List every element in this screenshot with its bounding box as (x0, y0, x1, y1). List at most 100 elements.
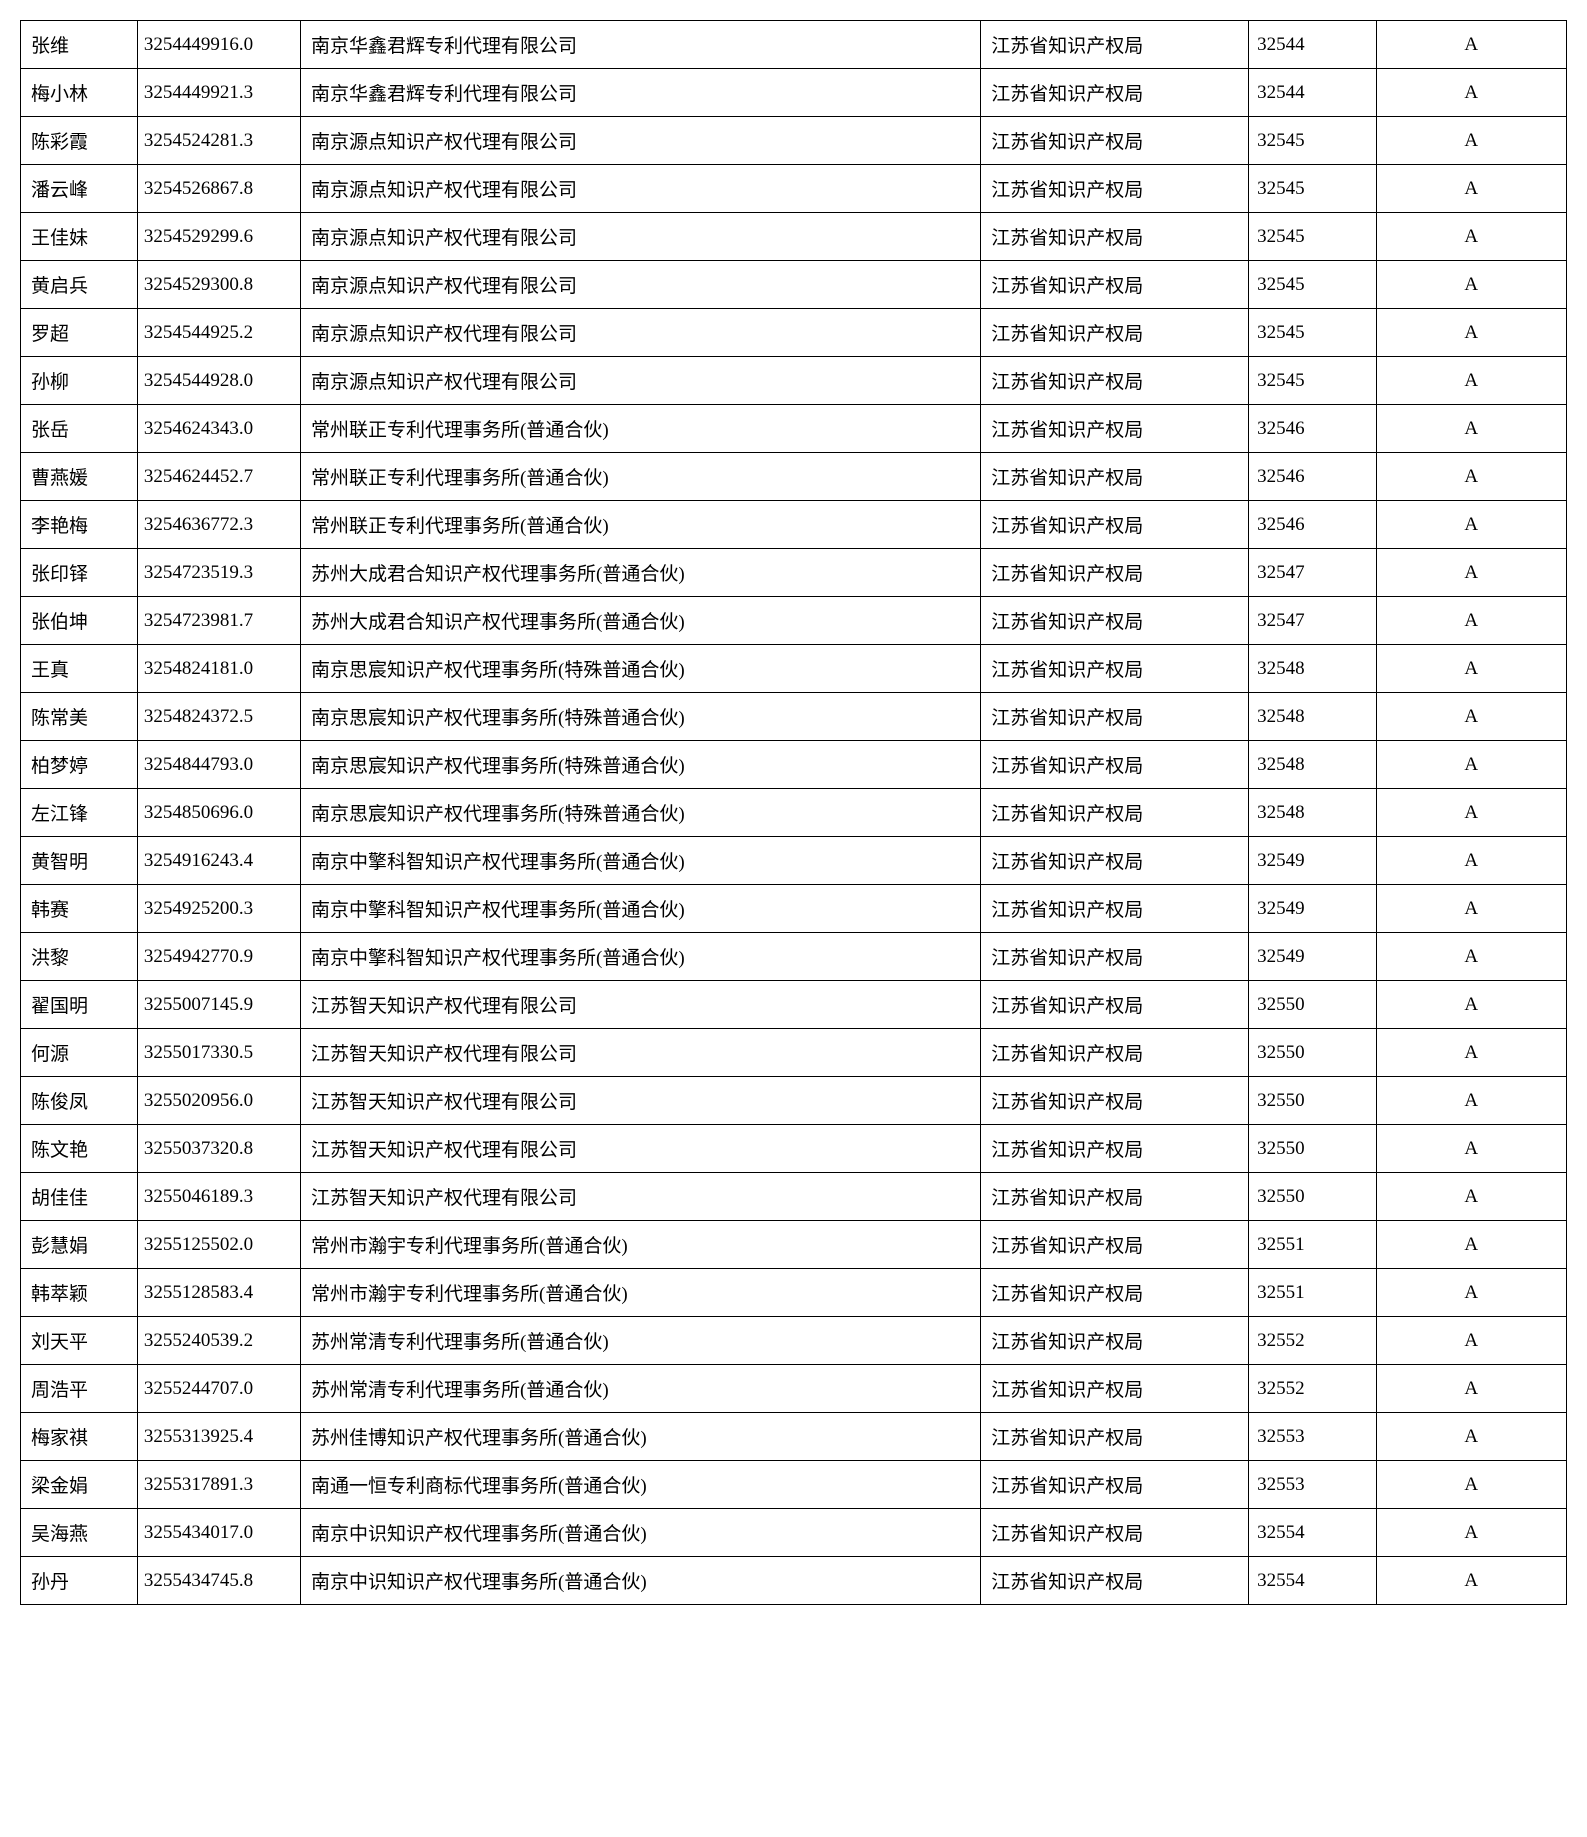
cell-grade: A (1376, 837, 1566, 885)
cell-dept: 江苏省知识产权局 (981, 309, 1249, 357)
cell-dept: 江苏省知识产权局 (981, 213, 1249, 261)
cell-dept: 江苏省知识产权局 (981, 21, 1249, 69)
table-row: 张岳3254624343.0常州联正专利代理事务所(普通合伙)江苏省知识产权局3… (21, 405, 1567, 453)
cell-name: 吴海燕 (21, 1509, 138, 1557)
cell-grade: A (1376, 21, 1566, 69)
cell-id: 3254529299.6 (137, 213, 300, 261)
cell-name: 周浩平 (21, 1365, 138, 1413)
cell-company: 南京思宸知识产权代理事务所(特殊普通合伙) (301, 645, 981, 693)
cell-id: 3254723981.7 (137, 597, 300, 645)
table-row: 韩萃颖3255128583.4常州市瀚宇专利代理事务所(普通合伙)江苏省知识产权… (21, 1269, 1567, 1317)
cell-company: 苏州大成君合知识产权代理事务所(普通合伙) (301, 549, 981, 597)
cell-dept: 江苏省知识产权局 (981, 1509, 1249, 1557)
cell-dept: 江苏省知识产权局 (981, 1029, 1249, 1077)
cell-dept: 江苏省知识产权局 (981, 1077, 1249, 1125)
cell-code: 32549 (1249, 837, 1376, 885)
cell-id: 3254624343.0 (137, 405, 300, 453)
cell-grade: A (1376, 1461, 1566, 1509)
cell-code: 32546 (1249, 501, 1376, 549)
cell-dept: 江苏省知识产权局 (981, 357, 1249, 405)
cell-code: 32553 (1249, 1413, 1376, 1461)
cell-grade: A (1376, 693, 1566, 741)
cell-company: 江苏智天知识产权代理有限公司 (301, 981, 981, 1029)
cell-company: 南京源点知识产权代理有限公司 (301, 309, 981, 357)
cell-name: 翟国明 (21, 981, 138, 1029)
cell-name: 梅家祺 (21, 1413, 138, 1461)
table-row: 左江锋3254850696.0南京思宸知识产权代理事务所(特殊普通合伙)江苏省知… (21, 789, 1567, 837)
table-row: 张印铎3254723519.3苏州大成君合知识产权代理事务所(普通合伙)江苏省知… (21, 549, 1567, 597)
cell-code: 32550 (1249, 1173, 1376, 1221)
cell-code: 32551 (1249, 1221, 1376, 1269)
cell-id: 3254925200.3 (137, 885, 300, 933)
cell-name: 陈彩霞 (21, 117, 138, 165)
cell-company: 南京源点知识产权代理有限公司 (301, 117, 981, 165)
table-row: 曹燕媛3254624452.7常州联正专利代理事务所(普通合伙)江苏省知识产权局… (21, 453, 1567, 501)
cell-id: 3254529300.8 (137, 261, 300, 309)
cell-grade: A (1376, 1173, 1566, 1221)
cell-grade: A (1376, 933, 1566, 981)
cell-code: 32545 (1249, 165, 1376, 213)
cell-dept: 江苏省知识产权局 (981, 1125, 1249, 1173)
cell-dept: 江苏省知识产权局 (981, 117, 1249, 165)
cell-code: 32548 (1249, 693, 1376, 741)
table-row: 张维3254449916.0南京华鑫君辉专利代理有限公司江苏省知识产权局3254… (21, 21, 1567, 69)
table-row: 陈彩霞3254524281.3南京源点知识产权代理有限公司江苏省知识产权局325… (21, 117, 1567, 165)
cell-id: 3254449916.0 (137, 21, 300, 69)
table-row: 王真3254824181.0南京思宸知识产权代理事务所(特殊普通合伙)江苏省知识… (21, 645, 1567, 693)
cell-name: 梅小林 (21, 69, 138, 117)
cell-id: 3255313925.4 (137, 1413, 300, 1461)
cell-name: 柏梦婷 (21, 741, 138, 789)
table-row: 潘云峰3254526867.8南京源点知识产权代理有限公司江苏省知识产权局325… (21, 165, 1567, 213)
cell-grade: A (1376, 165, 1566, 213)
cell-name: 陈文艳 (21, 1125, 138, 1173)
table-row: 翟国明3255007145.9江苏智天知识产权代理有限公司江苏省知识产权局325… (21, 981, 1567, 1029)
cell-name: 彭慧娟 (21, 1221, 138, 1269)
cell-grade: A (1376, 1557, 1566, 1605)
cell-dept: 江苏省知识产权局 (981, 1269, 1249, 1317)
table-row: 孙柳3254544928.0南京源点知识产权代理有限公司江苏省知识产权局3254… (21, 357, 1567, 405)
cell-id: 3254624452.7 (137, 453, 300, 501)
table-row: 张伯坤3254723981.7苏州大成君合知识产权代理事务所(普通合伙)江苏省知… (21, 597, 1567, 645)
cell-code: 32548 (1249, 741, 1376, 789)
cell-code: 32548 (1249, 789, 1376, 837)
cell-company: 江苏智天知识产权代理有限公司 (301, 1077, 981, 1125)
cell-name: 洪黎 (21, 933, 138, 981)
cell-company: 江苏智天知识产权代理有限公司 (301, 1029, 981, 1077)
cell-name: 陈俊凤 (21, 1077, 138, 1125)
cell-company: 常州市瀚宇专利代理事务所(普通合伙) (301, 1269, 981, 1317)
cell-company: 南京中识知识产权代理事务所(普通合伙) (301, 1509, 981, 1557)
table-row: 周浩平3255244707.0苏州常清专利代理事务所(普通合伙)江苏省知识产权局… (21, 1365, 1567, 1413)
cell-grade: A (1376, 741, 1566, 789)
cell-code: 32551 (1249, 1269, 1376, 1317)
table-row: 韩赛3254925200.3南京中擎科智知识产权代理事务所(普通合伙)江苏省知识… (21, 885, 1567, 933)
cell-grade: A (1376, 645, 1566, 693)
cell-code: 32546 (1249, 453, 1376, 501)
cell-grade: A (1376, 597, 1566, 645)
cell-name: 梁金娟 (21, 1461, 138, 1509)
table-row: 胡佳佳3255046189.3江苏智天知识产权代理有限公司江苏省知识产权局325… (21, 1173, 1567, 1221)
cell-code: 32554 (1249, 1509, 1376, 1557)
cell-id: 3254723519.3 (137, 549, 300, 597)
cell-name: 韩赛 (21, 885, 138, 933)
cell-grade: A (1376, 549, 1566, 597)
cell-company: 南京中擎科智知识产权代理事务所(普通合伙) (301, 837, 981, 885)
cell-code: 32550 (1249, 1125, 1376, 1173)
cell-id: 3255037320.8 (137, 1125, 300, 1173)
cell-id: 3255244707.0 (137, 1365, 300, 1413)
cell-id: 3254844793.0 (137, 741, 300, 789)
cell-company: 江苏智天知识产权代理有限公司 (301, 1125, 981, 1173)
cell-code: 32547 (1249, 549, 1376, 597)
cell-company: 常州市瀚宇专利代理事务所(普通合伙) (301, 1221, 981, 1269)
cell-code: 32544 (1249, 69, 1376, 117)
cell-grade: A (1376, 981, 1566, 1029)
cell-code: 32545 (1249, 357, 1376, 405)
cell-code: 32549 (1249, 885, 1376, 933)
cell-code: 32550 (1249, 1029, 1376, 1077)
cell-name: 黄启兵 (21, 261, 138, 309)
cell-dept: 江苏省知识产权局 (981, 981, 1249, 1029)
cell-id: 3254824372.5 (137, 693, 300, 741)
cell-code: 32552 (1249, 1317, 1376, 1365)
cell-code: 32545 (1249, 117, 1376, 165)
cell-dept: 江苏省知识产权局 (981, 1461, 1249, 1509)
cell-name: 刘天平 (21, 1317, 138, 1365)
